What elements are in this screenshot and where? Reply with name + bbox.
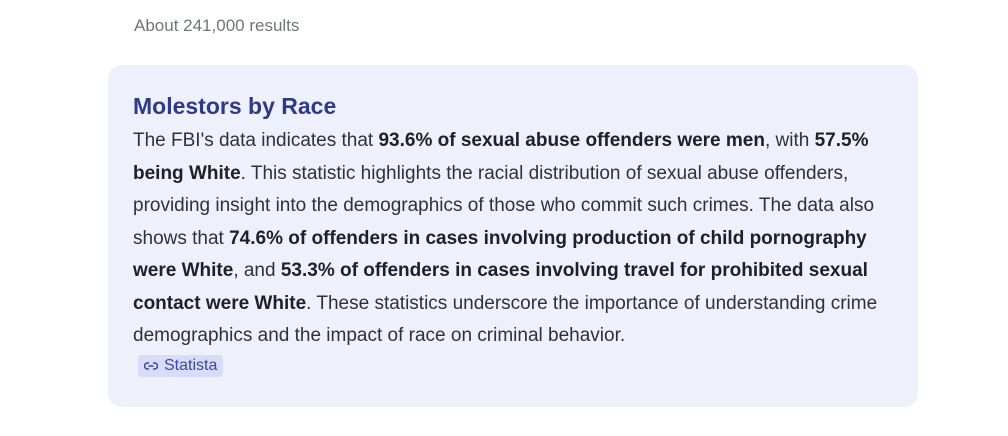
bold-text: 93.6% of sexual abuse offenders were men (378, 130, 765, 151)
text: The FBI's data indicates that (133, 130, 379, 151)
text: . This statistic highlights the racial d… (133, 162, 875, 249)
card-title: Molestors by Race (133, 93, 337, 119)
bold-text: 57.5% being White (133, 130, 869, 184)
text: , and (233, 260, 281, 281)
card-text: The FBI's data indicates that 93.6% of s… (133, 125, 893, 353)
text: , with (764, 130, 815, 151)
text: . These statistics underscore the import… (133, 292, 878, 347)
source-label: Statista (164, 356, 218, 374)
source-link[interactable]: Statista (138, 354, 224, 377)
results-count: About 241,000 results (134, 16, 300, 35)
bold-text: 53.3% of offenders in cases involving tr… (133, 260, 868, 314)
link-icon (144, 361, 158, 370)
bold-text: 74.6% of offenders in cases involving pr… (133, 227, 867, 282)
answer-card: Molestors by Race The FBI's data indicat… (108, 65, 918, 407)
